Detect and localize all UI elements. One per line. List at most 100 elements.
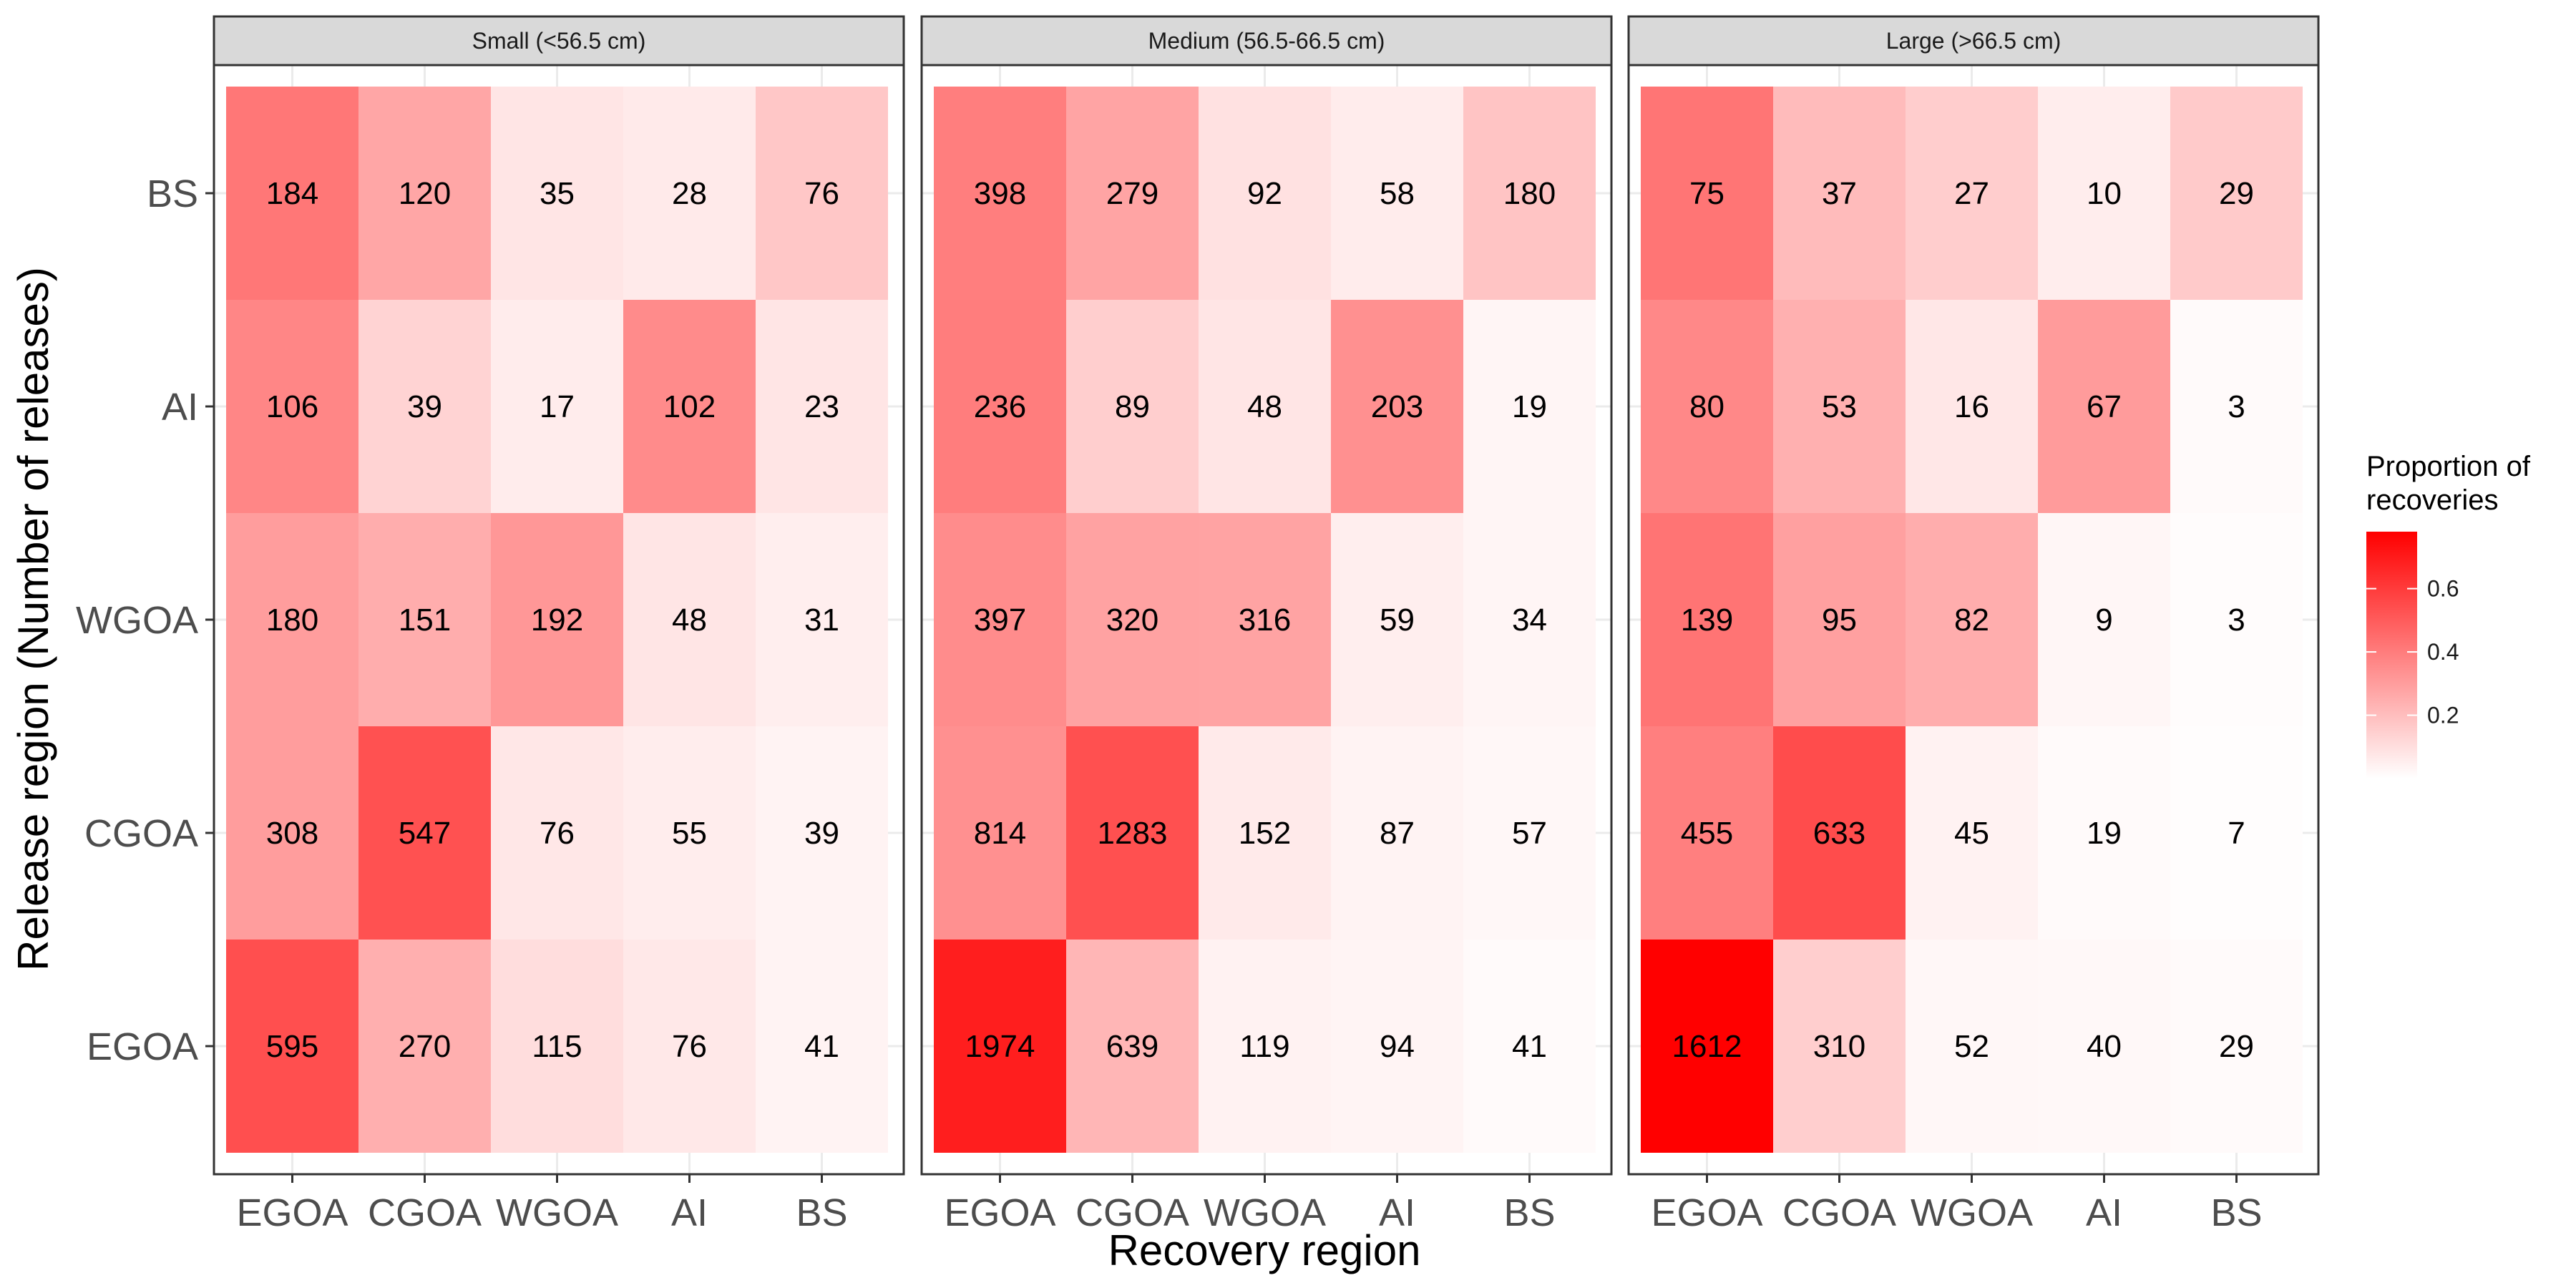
heatmap-cell xyxy=(1773,87,1906,300)
heatmap-cell xyxy=(1773,513,1906,726)
heatmap-cell xyxy=(1641,513,1773,726)
heatmap-cell xyxy=(358,300,491,513)
heatmap-cell xyxy=(2038,940,2170,1153)
cell-label: 92 xyxy=(1247,176,1282,211)
x-tick-label: EGOA xyxy=(1651,1191,1762,1234)
heatmap-cell xyxy=(491,300,623,513)
heatmap-cell xyxy=(756,87,888,300)
heatmap-cell xyxy=(623,300,756,513)
cell-label: 35 xyxy=(540,176,575,211)
cell-label: 48 xyxy=(1247,389,1282,424)
cell-label: 270 xyxy=(399,1029,451,1064)
cell-label: 94 xyxy=(1380,1029,1415,1064)
cell-label: 82 xyxy=(1954,602,1989,638)
heatmap-cell xyxy=(1906,726,2038,940)
heatmap-cell xyxy=(1463,726,1596,940)
heatmap-cell xyxy=(226,940,358,1153)
cell-label: 37 xyxy=(1822,176,1857,211)
cell-label: 10 xyxy=(2087,176,2122,211)
heatmap-cell xyxy=(491,513,623,726)
heatmap-cell xyxy=(1331,726,1463,940)
cell-label: 53 xyxy=(1822,389,1857,424)
heatmap-cell xyxy=(756,300,888,513)
x-tick-label: WGOA xyxy=(1204,1191,1326,1234)
facet-strip-title: Large (>66.5 cm) xyxy=(1886,28,2062,54)
x-tick-label: WGOA xyxy=(496,1191,618,1234)
cell-label: 9 xyxy=(2095,602,2112,638)
heatmap-cell xyxy=(934,513,1066,726)
legend-tick-label: 0.6 xyxy=(2427,576,2459,602)
facet-strip xyxy=(213,15,905,67)
cell-label: 23 xyxy=(804,389,839,424)
legend: Proportion of recoveries 0.2 0.4 0.6 xyxy=(2366,451,2531,779)
cell-label: 203 xyxy=(1371,389,1423,424)
cell-label: 180 xyxy=(266,602,318,638)
heatmap-cell xyxy=(2170,300,2303,513)
cell-label: 45 xyxy=(1954,816,1989,851)
x-tick-label: CGOA xyxy=(1075,1191,1189,1234)
cell-label: 89 xyxy=(1115,389,1150,424)
cell-label: 398 xyxy=(974,176,1026,211)
cell-label: 76 xyxy=(804,176,839,211)
cell-label: 180 xyxy=(1503,176,1556,211)
cell-label: 19 xyxy=(1512,389,1547,424)
cell-label: 59 xyxy=(1380,602,1415,638)
y-tick-label: WGOA xyxy=(76,599,198,642)
heatmap-cell xyxy=(2170,87,2303,300)
heatmap-cell xyxy=(623,87,756,300)
heatmap-cell xyxy=(2170,513,2303,726)
x-tick-label: AI xyxy=(1379,1191,1415,1234)
cell-label: 3 xyxy=(2228,389,2245,424)
heatmap-cell xyxy=(226,726,358,940)
cell-label: 19 xyxy=(2087,816,2122,851)
cell-label: 39 xyxy=(407,389,442,424)
cell-label: 236 xyxy=(974,389,1026,424)
panel-border xyxy=(920,64,1613,1176)
heatmap-cell xyxy=(1066,726,1199,940)
x-tick-label: BS xyxy=(1503,1191,1555,1234)
cell-label: 814 xyxy=(974,816,1026,851)
legend-colorbar xyxy=(2366,532,2417,779)
heatmap-cell xyxy=(623,726,756,940)
cell-label: 28 xyxy=(672,176,707,211)
cell-label: 27 xyxy=(1954,176,1989,211)
heatmap-cell xyxy=(934,726,1066,940)
cell-label: 58 xyxy=(1380,176,1415,211)
heatmap-cell xyxy=(1773,726,1906,940)
y-tick-label: CGOA xyxy=(84,812,198,855)
heatmap-cell xyxy=(1066,300,1199,513)
cell-label: 76 xyxy=(672,1029,707,1064)
heatmap-cell xyxy=(1641,940,1773,1153)
cell-label: 29 xyxy=(2219,1029,2254,1064)
cell-label: 184 xyxy=(266,176,318,211)
x-tick-label: CGOA xyxy=(1782,1191,1896,1234)
cell-label: 40 xyxy=(2087,1029,2122,1064)
cell-label: 639 xyxy=(1106,1029,1158,1064)
heatmap-cell xyxy=(358,726,491,940)
cell-label: 34 xyxy=(1512,602,1547,638)
cell-label: 75 xyxy=(1689,176,1724,211)
heatmap-cell xyxy=(2038,87,2170,300)
y-axis: BS AI WGOA CGOA EGOA xyxy=(76,172,214,1068)
heatmap-cell xyxy=(1906,300,2038,513)
heatmap-cell xyxy=(1463,940,1596,1153)
heatmap-cell xyxy=(623,940,756,1153)
cell-label: 55 xyxy=(672,816,707,851)
heatmap-cell xyxy=(1066,513,1199,726)
heatmap-cell xyxy=(226,513,358,726)
cell-label: 52 xyxy=(1954,1029,1989,1064)
heatmap-cell xyxy=(1463,87,1596,300)
heatmap-cell xyxy=(1066,87,1199,300)
cell-label: 120 xyxy=(399,176,451,211)
heatmap-cell xyxy=(491,940,623,1153)
x-tick-label: AI xyxy=(671,1191,708,1234)
cell-label: 95 xyxy=(1822,602,1857,638)
heatmap-cell xyxy=(1199,940,1331,1153)
heatmap-cell xyxy=(1331,87,1463,300)
heatmap-cell xyxy=(1906,513,2038,726)
cell-label: 595 xyxy=(266,1029,318,1064)
cell-label: 455 xyxy=(1681,816,1733,851)
heatmap-cell xyxy=(1199,726,1331,940)
